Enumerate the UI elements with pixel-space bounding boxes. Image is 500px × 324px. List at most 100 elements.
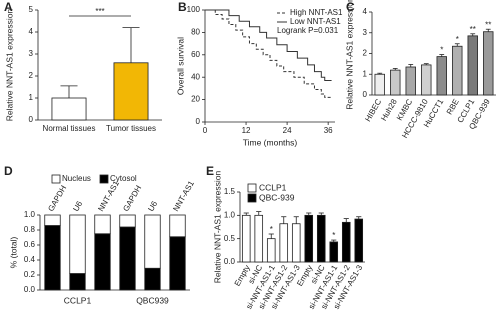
category-label: U6	[146, 199, 159, 213]
x-axis-label: Time (months)	[243, 137, 298, 147]
y-axis-label: Relative NNT-AS1 expression	[4, 9, 14, 122]
category-label: U6	[71, 199, 84, 213]
y-tick-label: 4	[363, 7, 368, 16]
panel-label: B	[178, 0, 187, 14]
survival-line	[205, 9, 332, 82]
annotation: ***	[95, 7, 104, 16]
bar	[374, 73, 385, 96]
panel-label: D	[4, 164, 13, 178]
significance: *	[270, 225, 273, 234]
y-tick-label: 0.0	[224, 257, 236, 266]
x-tick-label: Normal tissues	[43, 124, 96, 133]
y-tick-label: 2	[363, 49, 368, 58]
x-tick-label: 36	[324, 126, 333, 135]
significance: *	[456, 35, 459, 44]
significance: **	[470, 25, 476, 34]
category-label: NNT-AS1	[171, 179, 196, 213]
y-axis-label: Overall survival	[175, 37, 185, 95]
category-label: GAPDH	[121, 184, 143, 213]
bar	[483, 31, 494, 96]
bar	[390, 69, 401, 96]
y-tick-label: 3	[29, 49, 34, 58]
bar	[316, 214, 326, 263]
y-axis-label: Relative NNT-AS1 expression	[212, 171, 222, 284]
significance: **	[485, 20, 491, 29]
legend-swatch	[99, 174, 109, 184]
y-tick-label: 0.8	[24, 225, 36, 234]
bar	[304, 214, 314, 263]
bar	[354, 218, 364, 263]
y-axis-label: Relative NNT-AS1 expression	[344, 0, 354, 110]
bar	[436, 56, 447, 96]
group-label: QBC939	[136, 295, 169, 305]
y-tick-label: 1.5	[224, 187, 236, 196]
bar-segment	[169, 214, 186, 238]
y-tick-label: 80	[191, 28, 200, 37]
bar	[279, 223, 289, 263]
category-label: GAPDH	[46, 184, 68, 213]
y-tick-label: 0.0	[24, 285, 36, 294]
y-tick-label: 1	[363, 69, 368, 78]
bar	[266, 238, 276, 263]
bar	[51, 97, 87, 121]
bar-segment	[94, 214, 111, 235]
y-tick-label: 0.4	[24, 255, 36, 264]
y-tick-label: 1	[29, 93, 34, 102]
y-tick-label: 0.6	[24, 240, 36, 249]
bar-segment	[119, 214, 136, 228]
bar	[421, 64, 432, 96]
y-tick-label: 0.2	[24, 270, 36, 279]
bar	[452, 45, 463, 96]
y-tick-label: 100	[187, 5, 201, 14]
bar-segment	[44, 214, 61, 226]
significance: *	[332, 231, 335, 240]
legend-label: Cytosol	[110, 174, 137, 183]
y-axis-label: % (total)	[8, 237, 18, 269]
bar-segment	[69, 273, 86, 291]
y-tick-label: 40	[191, 72, 200, 81]
y-tick-label: 0.5	[224, 234, 236, 243]
bar-segment	[69, 214, 86, 274]
y-tick-label: 4	[29, 27, 34, 36]
bar	[329, 241, 339, 263]
bar	[405, 66, 416, 96]
bar-segment	[144, 214, 161, 269]
legend-label: QBC-939	[259, 192, 295, 202]
bar-segment	[144, 267, 161, 291]
y-tick-label: 5	[29, 5, 34, 14]
y-tick-label: 1.0	[224, 210, 236, 219]
y-tick-label: 3	[363, 28, 368, 37]
legend-swatch	[51, 174, 61, 184]
y-tick-label: 0	[363, 90, 368, 99]
legend-label: Low NNT-AS1	[290, 17, 341, 26]
bar-segment	[94, 233, 111, 291]
legend-swatch	[247, 183, 257, 193]
y-tick-label: 20	[191, 95, 200, 104]
y-tick-label: 60	[191, 50, 200, 59]
survival-line	[205, 9, 332, 98]
group-label: CCLP1	[64, 295, 92, 305]
panel-label: E	[206, 164, 214, 178]
bar	[341, 221, 351, 263]
significance: *	[440, 46, 443, 55]
panel-label: A	[4, 0, 13, 14]
bar	[467, 35, 478, 96]
y-tick-label: 1.0	[24, 210, 36, 219]
annotation: Logrank P=0.031	[277, 26, 339, 35]
bar-segment	[44, 225, 61, 291]
legend-label: Nucleus	[62, 174, 91, 183]
bar-segment	[169, 236, 186, 291]
x-tick-label: 24	[283, 126, 292, 135]
legend-swatch	[247, 193, 257, 203]
y-tick-label: 2	[29, 71, 34, 80]
bar	[254, 214, 264, 263]
y-tick-label: 0	[196, 117, 201, 126]
x-tick-label: 0	[203, 126, 208, 135]
x-tick-label: 12	[242, 126, 251, 135]
bar	[241, 214, 251, 263]
y-tick-label: 0	[29, 115, 34, 124]
category-label: NNT-AS1	[96, 179, 121, 213]
x-tick-label: Tumor tissues	[106, 124, 156, 133]
bar	[291, 223, 301, 263]
